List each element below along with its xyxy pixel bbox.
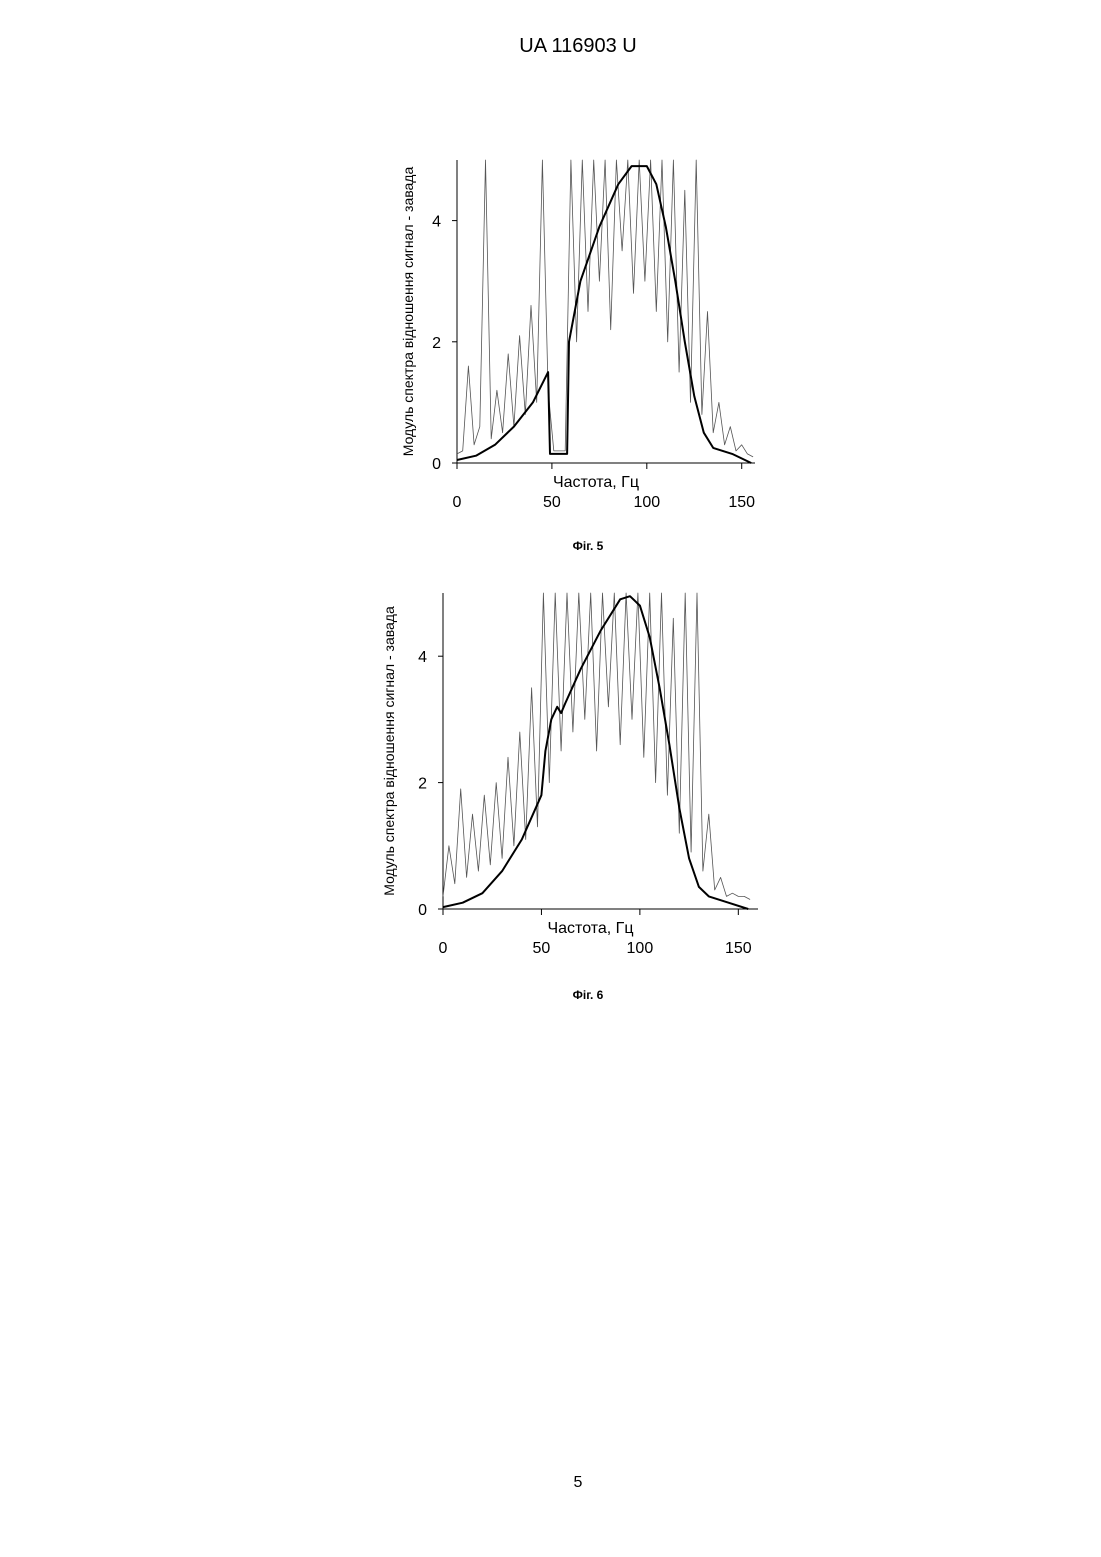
y-tick-label: 2: [418, 776, 427, 793]
y-tick-label: 0: [418, 902, 427, 919]
x-axis-label: Частота, Гц: [547, 920, 633, 937]
series-line: [457, 160, 753, 457]
y-tick-label: 4: [418, 649, 427, 666]
x-tick-label: 150: [728, 494, 755, 511]
y-axis-label: Модуль спектра відношення сигнал - завад…: [381, 606, 397, 896]
y-tick-label: 0: [432, 456, 441, 473]
page: UA 116903 U 5 0 2 4 0 50 100 150 Частота, Гц Мод…: [0, 0, 1101, 1557]
x-tick-label: 100: [633, 494, 660, 511]
page-number: 5: [574, 1474, 583, 1491]
x-axis-label: Частота, Гц: [553, 474, 639, 491]
document: UA 116903 U 5 0 2 4 0 50 100 150 Частота, Гц Мод…: [0, 0, 1101, 1557]
y-tick-label: 2: [432, 335, 441, 352]
header-title: UA 116903 U: [519, 35, 637, 57]
x-tick-label: 50: [533, 940, 551, 957]
x-tick-label: 0: [453, 494, 462, 511]
y-tick-label: 4: [432, 214, 441, 231]
figure-caption: Фіг. 5: [573, 539, 604, 553]
x-tick-label: 0: [439, 940, 448, 957]
y-axis-label: Модуль спектра відношення сигнал - завад…: [400, 167, 416, 457]
x-tick-label: 100: [627, 940, 654, 957]
figure-caption: Фіг. 6: [573, 988, 604, 1002]
x-tick-label: 150: [725, 940, 752, 957]
x-tick-label: 50: [543, 494, 561, 511]
